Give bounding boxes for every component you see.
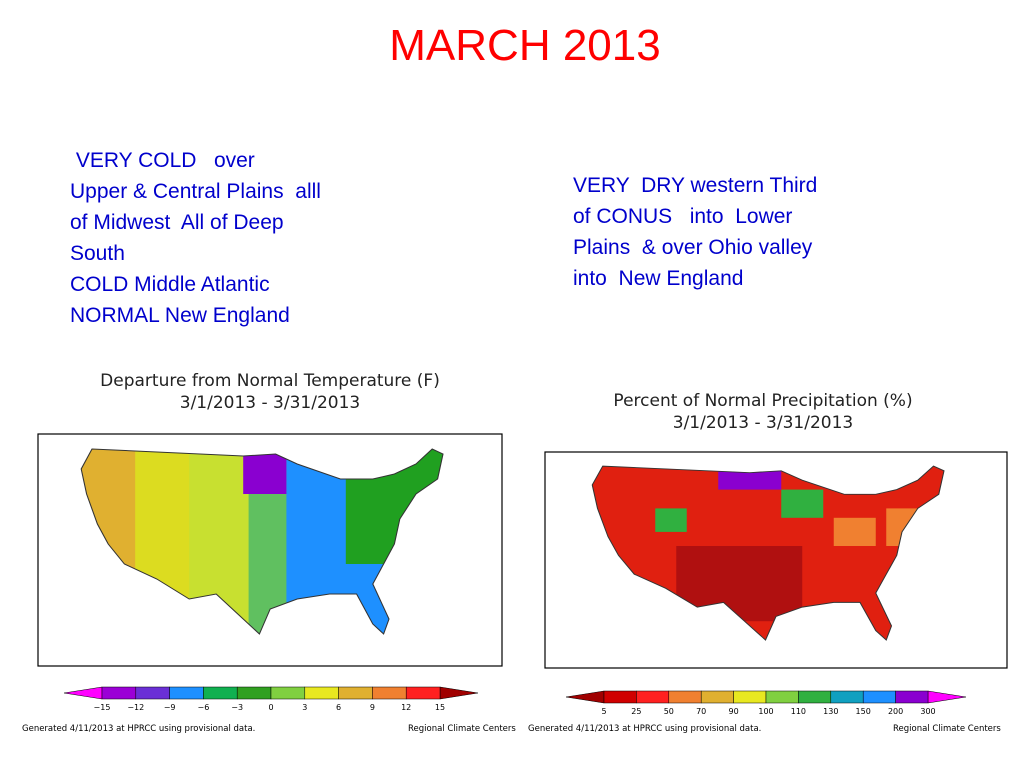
scale-segment bbox=[668, 690, 702, 704]
scale-tip bbox=[63, 686, 103, 700]
scale-segment bbox=[236, 686, 272, 700]
scale-segment bbox=[338, 686, 373, 700]
scale-segment bbox=[101, 686, 137, 700]
footer: Regional Climate Centers bbox=[408, 724, 516, 734]
scale-label: 100 bbox=[758, 707, 773, 716]
scale-segment bbox=[169, 686, 204, 700]
scale-segment bbox=[895, 690, 929, 704]
text-line: VERY DRY western Third bbox=[573, 174, 817, 197]
text-line: NORMAL New England bbox=[70, 304, 290, 327]
scale-label: 90 bbox=[729, 707, 739, 716]
scale-label: 5 bbox=[601, 707, 606, 716]
scale-label: 50 bbox=[664, 707, 674, 716]
slide-title: MARCH 2013 bbox=[389, 21, 660, 70]
scale-label: 300 bbox=[920, 707, 935, 716]
scale-segment bbox=[304, 686, 339, 700]
scale-segment bbox=[765, 690, 799, 704]
scale-segment bbox=[636, 690, 670, 704]
footer: Generated 4/11/2013 at HPRCC using provi… bbox=[528, 724, 761, 734]
text-line: Plains & over Ohio valley bbox=[573, 236, 813, 259]
scale-label: 110 bbox=[791, 707, 806, 716]
scale-segment bbox=[862, 690, 896, 704]
scale-label: 0 bbox=[268, 703, 273, 712]
scale-label: −9 bbox=[164, 703, 176, 712]
text-line: into New England bbox=[573, 267, 743, 290]
map-title: Departure from Normal Temperature (F) bbox=[100, 371, 440, 391]
scale-label: −3 bbox=[231, 703, 243, 712]
map-title: Percent of Normal Precipitation (%) bbox=[613, 391, 912, 411]
map-title: 3/1/2013 - 3/31/2013 bbox=[180, 393, 360, 413]
text-line: Upper & Central Plains alll bbox=[70, 180, 321, 203]
scale-label: 70 bbox=[696, 707, 706, 716]
scale-segment bbox=[405, 686, 441, 700]
scale-segment bbox=[270, 686, 306, 700]
scale-segment bbox=[733, 690, 767, 704]
scale-segment bbox=[700, 690, 734, 704]
scale-label: 130 bbox=[823, 707, 838, 716]
scale-segment bbox=[798, 690, 832, 704]
scale-tip bbox=[927, 690, 967, 704]
scale-tip bbox=[439, 686, 479, 700]
scale-segment bbox=[135, 686, 170, 700]
text-line: of CONUS into Lower bbox=[573, 205, 792, 228]
scale-label: −12 bbox=[127, 703, 144, 712]
text-line: of Midwest All of Deep bbox=[70, 211, 284, 234]
footer: Generated 4/11/2013 at HPRCC using provi… bbox=[22, 724, 255, 734]
scale-label: −15 bbox=[94, 703, 111, 712]
scale-label: 12 bbox=[401, 703, 411, 712]
scale-tip bbox=[565, 690, 605, 704]
scale-label: 9 bbox=[370, 703, 375, 712]
text-line: VERY COLD over bbox=[70, 149, 255, 172]
scale-segment bbox=[603, 690, 637, 704]
scale-label: 15 bbox=[435, 703, 445, 712]
text-line: COLD Middle Atlantic bbox=[70, 273, 270, 296]
scale-segment bbox=[830, 690, 864, 704]
scale-label: −6 bbox=[198, 703, 210, 712]
scale-label: 6 bbox=[336, 703, 341, 712]
map-title: 3/1/2013 - 3/31/2013 bbox=[673, 413, 853, 433]
scale-segment bbox=[372, 686, 407, 700]
scale-label: 3 bbox=[302, 703, 307, 712]
scale-segment bbox=[203, 686, 238, 700]
text-line: South bbox=[70, 242, 125, 265]
scale-label: 200 bbox=[888, 707, 903, 716]
scale-label: 25 bbox=[631, 707, 641, 716]
footer: Regional Climate Centers bbox=[893, 724, 1001, 734]
scale-label: 150 bbox=[856, 707, 871, 716]
